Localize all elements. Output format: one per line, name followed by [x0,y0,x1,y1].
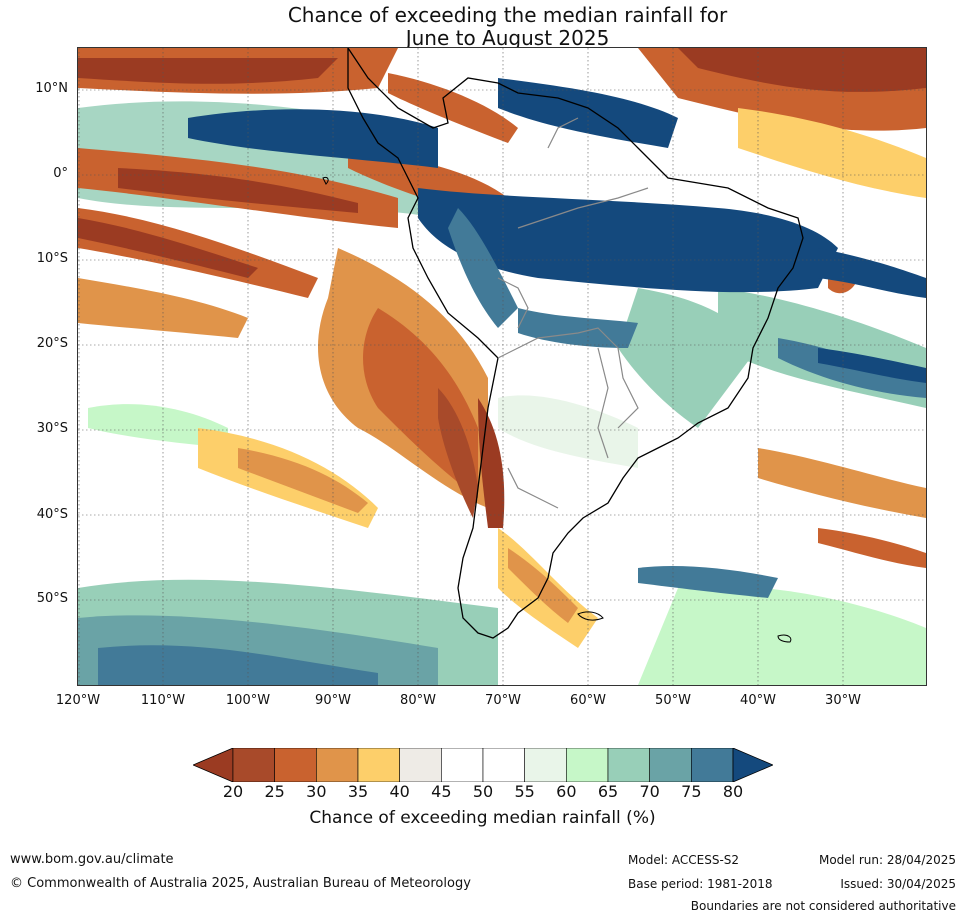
map-title: Chance of exceeding the median rainfall … [0,4,965,50]
colorbar-tick-label: 25 [264,782,285,801]
footer-disclaimer: Boundaries are not considered authoritat… [690,899,956,913]
colorbar-cell [566,747,609,783]
colorbar-tick-label: 80 [722,782,744,801]
title-line-2: June to August 2025 [405,26,610,50]
colorbar-cell [232,747,275,783]
colorbar-tick-label: 40 [389,782,410,801]
title-line-1: Chance of exceeding the median rainfall … [287,3,728,27]
colorbar-cell [482,747,525,783]
footer-issued: Issued: 30/04/2025 [840,877,956,891]
lon-label-100w: 100°W [225,693,271,708]
colorbar-under-arrow [191,747,234,783]
colorbar-label: Chance of exceeding median rainfall (%) [309,808,656,828]
colorbar-tick-label: 20 [222,782,244,801]
lon-label-80w: 80°W [400,693,436,708]
colorbar-tick-label: 55 [514,782,535,801]
colorbar-cell [357,747,400,783]
colorbar [191,747,775,783]
colorbar-tick-label: 65 [597,782,619,801]
colorbar-tick-label: 75 [681,782,702,801]
lon-label-40w: 40°W [740,693,776,708]
colorbar-cell [441,747,484,783]
footer-model: Model: ACCESS-S2 [628,853,740,867]
lat-label-40s: 40°S [36,507,68,522]
colorbar-cell [274,747,317,783]
rainfall-probability-map [77,47,927,686]
lon-label-90w: 90°W [315,693,351,708]
colorbar-cell [649,747,692,783]
graticule [78,48,926,685]
colorbar-cell [691,747,734,783]
footer-model-run: Model run: 28/04/2025 [818,853,956,867]
colorbar-tick-label: 45 [431,782,452,801]
colorbar-tick-label: 50 [472,782,494,801]
lon-label-60w: 60°W [570,693,606,708]
lon-label-110w: 110°W [140,693,186,708]
islands [322,177,792,643]
lat-label-50s: 50°S [36,591,68,606]
country-borders [497,117,649,509]
lon-label-30w: 30°W [825,693,861,708]
footer-url: www.bom.gov.au/climate [10,852,174,867]
lat-label-20s: 20°S [36,336,68,351]
footer-base-period: Base period: 1981-2018 [628,877,773,891]
colorbar-tick-label: 30 [306,782,327,801]
lon-label-120w: 120°W [55,693,101,708]
colorbar-over-arrow [732,747,775,783]
lat-label-30s: 30°S [36,421,68,436]
rainfall-shading [78,48,926,685]
colorbar-tick-label: 35 [347,782,369,801]
lat-label-0: 0° [53,166,68,181]
colorbar-cell [607,747,650,783]
colorbar-cell [399,747,442,783]
lon-label-50w: 50°W [655,693,691,708]
colorbar-tick-label: 70 [639,782,660,801]
south-america-coastline [347,48,804,639]
footer-copyright: © Commonwealth of Australia 2025, Austra… [10,876,471,891]
lat-label-10s: 10°S [36,251,68,266]
lat-label-10n: 10°N [35,81,68,96]
colorbar-tick-label: 60 [556,782,577,801]
colorbar-cell [316,747,359,783]
lon-label-70w: 70°W [485,693,521,708]
colorbar-cell [524,747,567,783]
